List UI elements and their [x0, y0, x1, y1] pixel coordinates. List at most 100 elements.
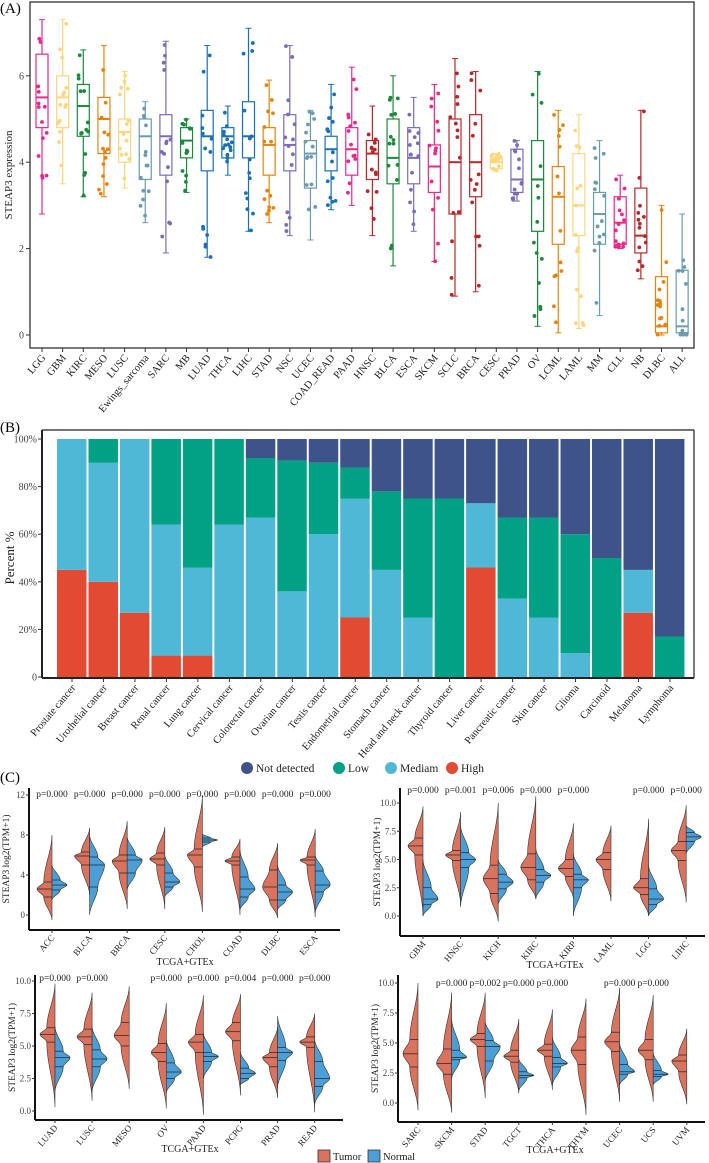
jitter-point	[450, 239, 454, 244]
bar-mediam	[277, 591, 307, 677]
panel-c-violins: 0 4 8 12 STEAP3 log2(TPM+1) TCGA+GTEx ACC p=0.0…	[1, 786, 705, 1163]
jitter-point	[209, 137, 214, 141]
jitter-point	[346, 112, 351, 117]
jitter-point	[330, 150, 335, 155]
box	[200, 109, 214, 172]
jitter-point	[351, 77, 356, 82]
jitter-point	[374, 189, 379, 194]
x-tick-label: LAML	[558, 353, 586, 383]
jitter-point	[409, 187, 413, 192]
jitter-point	[165, 179, 169, 184]
normal-half-violin	[277, 1016, 293, 1088]
jitter-point	[225, 152, 230, 157]
bar-not-detected	[245, 439, 276, 459]
jitter-point	[346, 129, 351, 133]
jitter-point	[143, 213, 147, 218]
jitter-point	[552, 304, 556, 309]
jitter-point	[267, 205, 272, 210]
bar-low	[654, 636, 685, 677]
jitter-point	[664, 260, 669, 265]
jitter-point	[84, 127, 89, 132]
y-tick-label: 2.5	[20, 1074, 32, 1084]
y-tick-label: 12	[16, 790, 25, 800]
x-axis-title: TCGA+GTEx	[526, 1145, 583, 1156]
box	[35, 53, 49, 129]
violin-CHOL	[187, 794, 218, 913]
bar-not-detected	[434, 439, 465, 499]
box-ALL	[675, 213, 689, 337]
jitter-point	[207, 53, 212, 58]
jitter-point	[353, 157, 358, 161]
bar-mediam	[119, 439, 150, 613]
x-tick-label: Endometrial cancer	[300, 682, 361, 752]
jitter-point	[245, 196, 250, 201]
jitter-point	[286, 98, 291, 103]
bar-mediam	[371, 569, 402, 677]
jitter-point	[168, 137, 173, 142]
jitter-point	[369, 206, 374, 211]
y-axis-title: STEAP3 log2(TPM+1)	[372, 817, 383, 906]
jitter-point	[101, 174, 105, 179]
x-tick-label: LAML	[591, 939, 615, 965]
tumor-half-violin	[670, 805, 687, 903]
p-value-label: p=0.000	[299, 790, 331, 800]
jitter-point	[455, 71, 459, 76]
bar-mediam	[560, 653, 591, 677]
y-tick-label: 4	[21, 870, 26, 880]
jitter-point	[497, 164, 501, 169]
x-tick-label: TGCT	[501, 1124, 524, 1149]
jitter-point	[141, 197, 145, 202]
box-CESC	[489, 152, 503, 173]
jitter-point	[637, 175, 642, 180]
x-axis-title: TCGA+GTEx	[156, 957, 213, 968]
box	[241, 101, 256, 159]
jitter-point	[408, 152, 413, 157]
normal-half-violin	[652, 1052, 669, 1086]
jitter-point	[161, 60, 166, 65]
jitter-point	[306, 207, 311, 212]
jitter-point	[393, 112, 398, 116]
box-STAD	[262, 79, 276, 224]
bar-high	[340, 617, 370, 677]
x-tick-label: OV	[155, 1122, 171, 1139]
jitter-point	[292, 122, 297, 127]
x-tick-label: BLCA	[71, 932, 94, 957]
x-tick-label: DLBC	[641, 353, 667, 382]
jitter-point	[312, 117, 317, 121]
jitter-point	[290, 152, 295, 157]
jitter-point	[469, 78, 474, 82]
tumor-half-violin	[111, 820, 128, 910]
x-tick-label: LUSC	[74, 1123, 96, 1147]
jitter-point	[64, 21, 69, 26]
y-tick-label: 2.5	[383, 1068, 395, 1078]
jitter-point	[594, 300, 599, 305]
violin-LUSC	[76, 992, 108, 1101]
jitter-point	[472, 187, 477, 192]
jitter-point	[58, 129, 62, 134]
jitter-point	[535, 184, 540, 188]
jitter-point	[576, 246, 581, 251]
box-BRCA	[468, 70, 483, 293]
jitter-point	[168, 221, 173, 226]
jitter-point	[228, 145, 233, 149]
box-LUAD	[200, 45, 214, 259]
violin-STAD	[469, 992, 501, 1099]
x-axis-title: TCGA+GTEx	[161, 1144, 218, 1155]
jitter-point	[221, 146, 226, 151]
violin-LAML	[595, 825, 612, 902]
normal-half-violin	[202, 833, 218, 849]
jitter-point	[436, 241, 440, 246]
jitter-point	[682, 265, 687, 269]
jitter-point	[680, 269, 685, 273]
violin-LGG	[633, 818, 664, 917]
y-axis-title: STEAP3 log2(TPM+1)	[1, 814, 12, 903]
x-tick-label: SKCM	[432, 1125, 456, 1151]
jitter-point	[265, 212, 269, 216]
bar-not-detected	[403, 439, 433, 499]
p-value-label: p=0.000	[151, 974, 183, 984]
normal-half-violin	[484, 1021, 501, 1082]
jitter-point	[575, 249, 579, 254]
jitter-point	[535, 219, 540, 224]
y-tick-label: 2	[19, 244, 24, 255]
